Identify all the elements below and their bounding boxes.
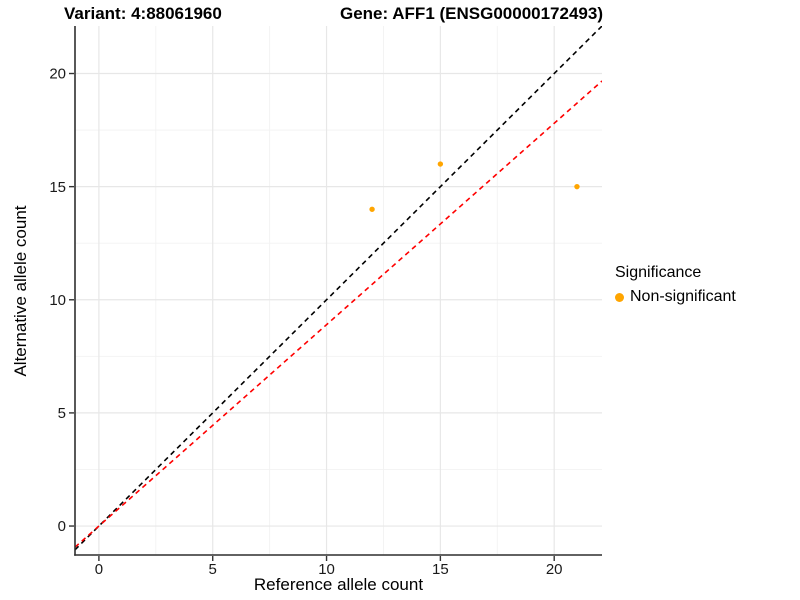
- legend-point-icon: [615, 292, 624, 302]
- minor-gridlines: [75, 26, 602, 555]
- series-non-significant: [369, 161, 580, 212]
- y-tick-label: 0: [58, 518, 66, 535]
- variant-title: Variant: 4:88061960: [64, 4, 222, 23]
- x-tick-label: 5: [209, 561, 217, 578]
- y-tick-label: 10: [49, 292, 66, 309]
- x-tick-label: 15: [432, 561, 449, 578]
- y-tick-label: 20: [49, 66, 66, 83]
- data-point: [437, 161, 444, 167]
- data-point: [574, 183, 580, 190]
- legend-title: Significance: [615, 264, 702, 281]
- data-point: [369, 206, 375, 212]
- x-tick-labels: 0 5 10 15 20: [95, 561, 563, 578]
- x-tick-label: 20: [546, 561, 563, 578]
- y-axis-title: Alternative allele count: [11, 205, 30, 377]
- x-tick-label: 10: [318, 561, 335, 578]
- legend: Significance Non-significant: [615, 263, 736, 306]
- expected-ratio-line: [75, 80, 602, 548]
- legend-item-label: Non-significant: [630, 288, 736, 305]
- x-tick-label: 0: [95, 561, 103, 578]
- y-tick-label: 15: [49, 179, 66, 196]
- gene-title: Gene: AFF1 (ENSG00000172493): [340, 4, 603, 23]
- legend-item-non-significant: Non-significant: [615, 288, 736, 306]
- y-tick-labels: 0 5 10 15 20: [49, 66, 66, 536]
- axis-lines: [74, 26, 602, 556]
- y-tick-label: 5: [58, 405, 66, 422]
- identity-line: [75, 26, 602, 551]
- x-axis-title: Reference allele count: [253, 575, 424, 594]
- tick-marks: [69, 72, 555, 561]
- major-gridlines: [75, 26, 602, 555]
